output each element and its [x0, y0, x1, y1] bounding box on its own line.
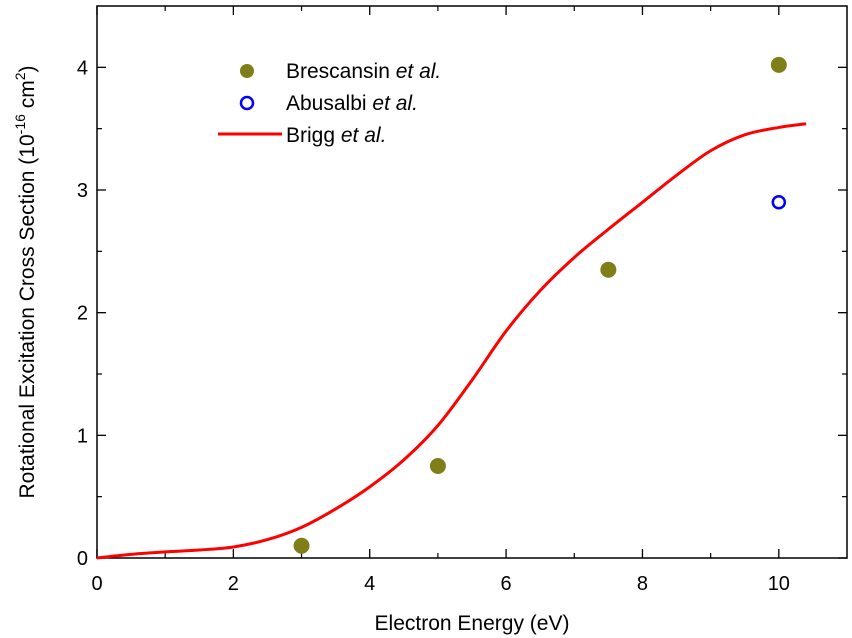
y-tick-label: 1 — [77, 425, 88, 447]
legend-suffix-brescansin: et al. — [396, 60, 442, 83]
y-tick-labels: 0 1 2 3 4 — [77, 57, 88, 570]
legend-marker-abusalbi — [239, 95, 255, 111]
axis-ticks — [96, 6, 847, 559]
x-tick-label: 2 — [228, 573, 239, 595]
legend-name-brescansin: Brescansin — [286, 60, 390, 83]
legend-label-brescansin: Brescansin et al. — [286, 60, 441, 83]
legend: Brescansin et al. Abusalbi et al. Brigg … — [218, 60, 441, 147]
legend-label-abusalbi: Abusalbi et al. — [286, 92, 418, 115]
x-tick-label: 6 — [501, 573, 512, 595]
series-line-brigg — [96, 122, 807, 560]
y-axis-title-exp2: 2 — [12, 72, 28, 80]
plot-frame — [96, 5, 848, 559]
legend-name-abusalbi: Abusalbi — [286, 92, 367, 115]
x-tick-label: 8 — [637, 573, 648, 595]
legend-label-brigg: Brigg et al. — [286, 124, 386, 147]
y-tick-label: 2 — [77, 303, 88, 325]
series-layer — [96, 56, 807, 560]
legend-name-brigg: Brigg — [286, 124, 335, 147]
x-tick-label: 10 — [768, 573, 790, 595]
x-axis-title: Electron Energy (eV) — [375, 612, 570, 635]
y-axis-title-mid: cm — [16, 80, 39, 114]
x-tick-label: 0 — [91, 573, 102, 595]
data-point-abusalbi — [771, 195, 787, 210]
data-point-brescansin — [429, 458, 446, 474]
y-axis-title: Rotational Excitation Cross Section (10-… — [12, 65, 39, 498]
y-tick-label: 3 — [77, 180, 88, 202]
y-tick-label: 0 — [77, 548, 88, 570]
y-axis-title-exp1: -16 — [12, 114, 28, 134]
x-tick-labels: 0 2 4 6 8 10 — [91, 573, 790, 595]
x-tick-label: 4 — [364, 573, 375, 595]
y-axis-title-prefix: Rotational Excitation Cross Section (10 — [16, 134, 39, 498]
data-point-brescansin — [770, 56, 787, 73]
data-point-brescansin — [293, 537, 310, 554]
legend-marker-brescansin — [240, 64, 254, 78]
legend-suffix-abusalbi: et al. — [372, 92, 418, 115]
y-tick-label: 4 — [77, 57, 88, 79]
data-point-brescansin — [600, 261, 617, 278]
legend-suffix-brigg: et al. — [341, 124, 387, 147]
y-axis-title-suffix: ) — [16, 65, 39, 72]
